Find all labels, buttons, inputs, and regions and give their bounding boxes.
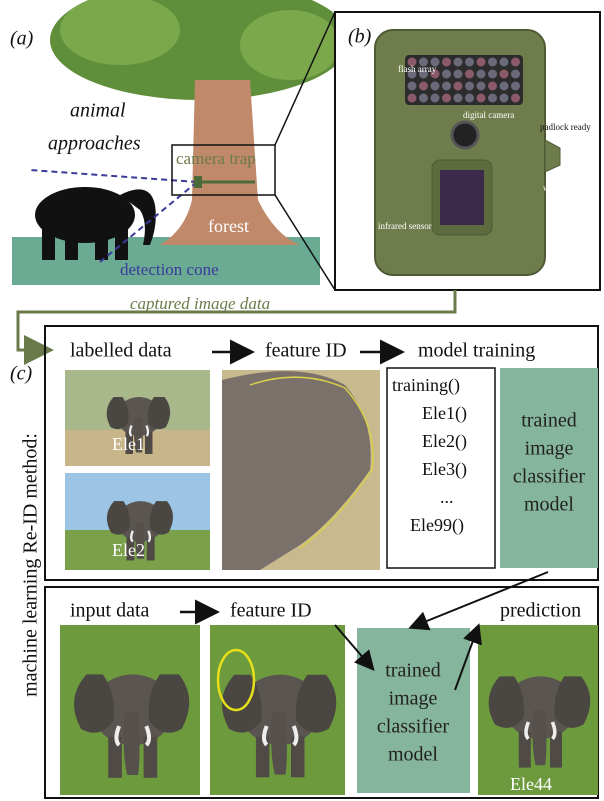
led xyxy=(500,70,509,79)
led xyxy=(477,58,486,67)
step-label: feature ID xyxy=(230,600,312,622)
led xyxy=(442,94,451,103)
led xyxy=(465,82,474,91)
panel-a: (a) animal approaches camera trap forest… xyxy=(10,0,350,313)
led xyxy=(511,94,520,103)
lens xyxy=(452,122,478,148)
code-line: Ele2() xyxy=(422,431,467,452)
led xyxy=(442,70,451,79)
tree-canopy xyxy=(240,10,340,80)
figure: (a) animal approaches camera trap forest… xyxy=(0,0,604,801)
led xyxy=(488,58,497,67)
step-label: labelled data xyxy=(70,340,172,362)
code-line: ... xyxy=(440,487,454,507)
annotation: captured image data xyxy=(130,294,270,313)
annotation: forest xyxy=(208,216,249,236)
led xyxy=(454,94,463,103)
side-title: machine learning Re-ID method: xyxy=(20,433,42,697)
led xyxy=(408,94,417,103)
led xyxy=(488,94,497,103)
callout: weatherproof xyxy=(543,183,591,193)
led xyxy=(477,94,486,103)
led xyxy=(454,58,463,67)
led xyxy=(442,58,451,67)
led xyxy=(477,70,486,79)
led xyxy=(454,70,463,79)
annotation: camera trap xyxy=(176,149,256,168)
panel-c: (c) machine learning Re-ID method: label… xyxy=(10,326,598,798)
annotation: approaches xyxy=(48,133,141,155)
step-label: prediction xyxy=(500,600,581,622)
model-text: model xyxy=(524,494,574,516)
step-label: input data xyxy=(70,600,150,622)
model-text: image xyxy=(389,688,438,710)
led xyxy=(511,70,520,79)
panel-label: (c) xyxy=(10,363,33,385)
model-text: model xyxy=(388,744,438,766)
led xyxy=(500,94,509,103)
panel-label: (b) xyxy=(348,26,372,48)
step-label: feature ID xyxy=(265,340,347,362)
panel-label: (a) xyxy=(10,28,34,50)
image-label: Ele2 xyxy=(112,540,145,560)
led xyxy=(477,82,486,91)
code-line: Ele3() xyxy=(422,459,467,480)
led xyxy=(408,82,417,91)
led xyxy=(500,82,509,91)
led xyxy=(500,58,509,67)
led xyxy=(431,82,440,91)
led xyxy=(465,94,474,103)
image-label: Ele1 xyxy=(112,434,145,454)
led xyxy=(442,82,451,91)
led xyxy=(511,58,520,67)
prediction-result: Ele44 xyxy=(510,774,552,794)
led xyxy=(488,70,497,79)
led xyxy=(465,58,474,67)
camera-icon xyxy=(194,176,202,188)
code-line: Ele1() xyxy=(422,403,467,424)
led xyxy=(454,82,463,91)
callout: case xyxy=(556,195,572,205)
code-line: Ele99() xyxy=(410,515,464,536)
led xyxy=(419,82,428,91)
model-text: classifier xyxy=(513,466,586,488)
callout: infrared sensor xyxy=(378,221,432,231)
annotation: animal xyxy=(70,100,126,122)
annotation: detection cone xyxy=(120,260,219,279)
callout: digital camera xyxy=(463,110,514,120)
code-line: training() xyxy=(392,375,460,396)
model-box xyxy=(357,628,470,793)
led xyxy=(488,82,497,91)
model-text: trained xyxy=(385,660,441,682)
infrared-sensor xyxy=(440,170,484,225)
model-text: image xyxy=(525,438,574,460)
step-label: model training xyxy=(418,340,535,362)
callout: padlock ready xyxy=(540,122,591,132)
led xyxy=(431,94,440,103)
led xyxy=(419,94,428,103)
led xyxy=(465,70,474,79)
led xyxy=(511,82,520,91)
model-text: classifier xyxy=(377,716,450,738)
model-text: trained xyxy=(521,410,577,432)
callout: flash array xyxy=(398,64,437,74)
